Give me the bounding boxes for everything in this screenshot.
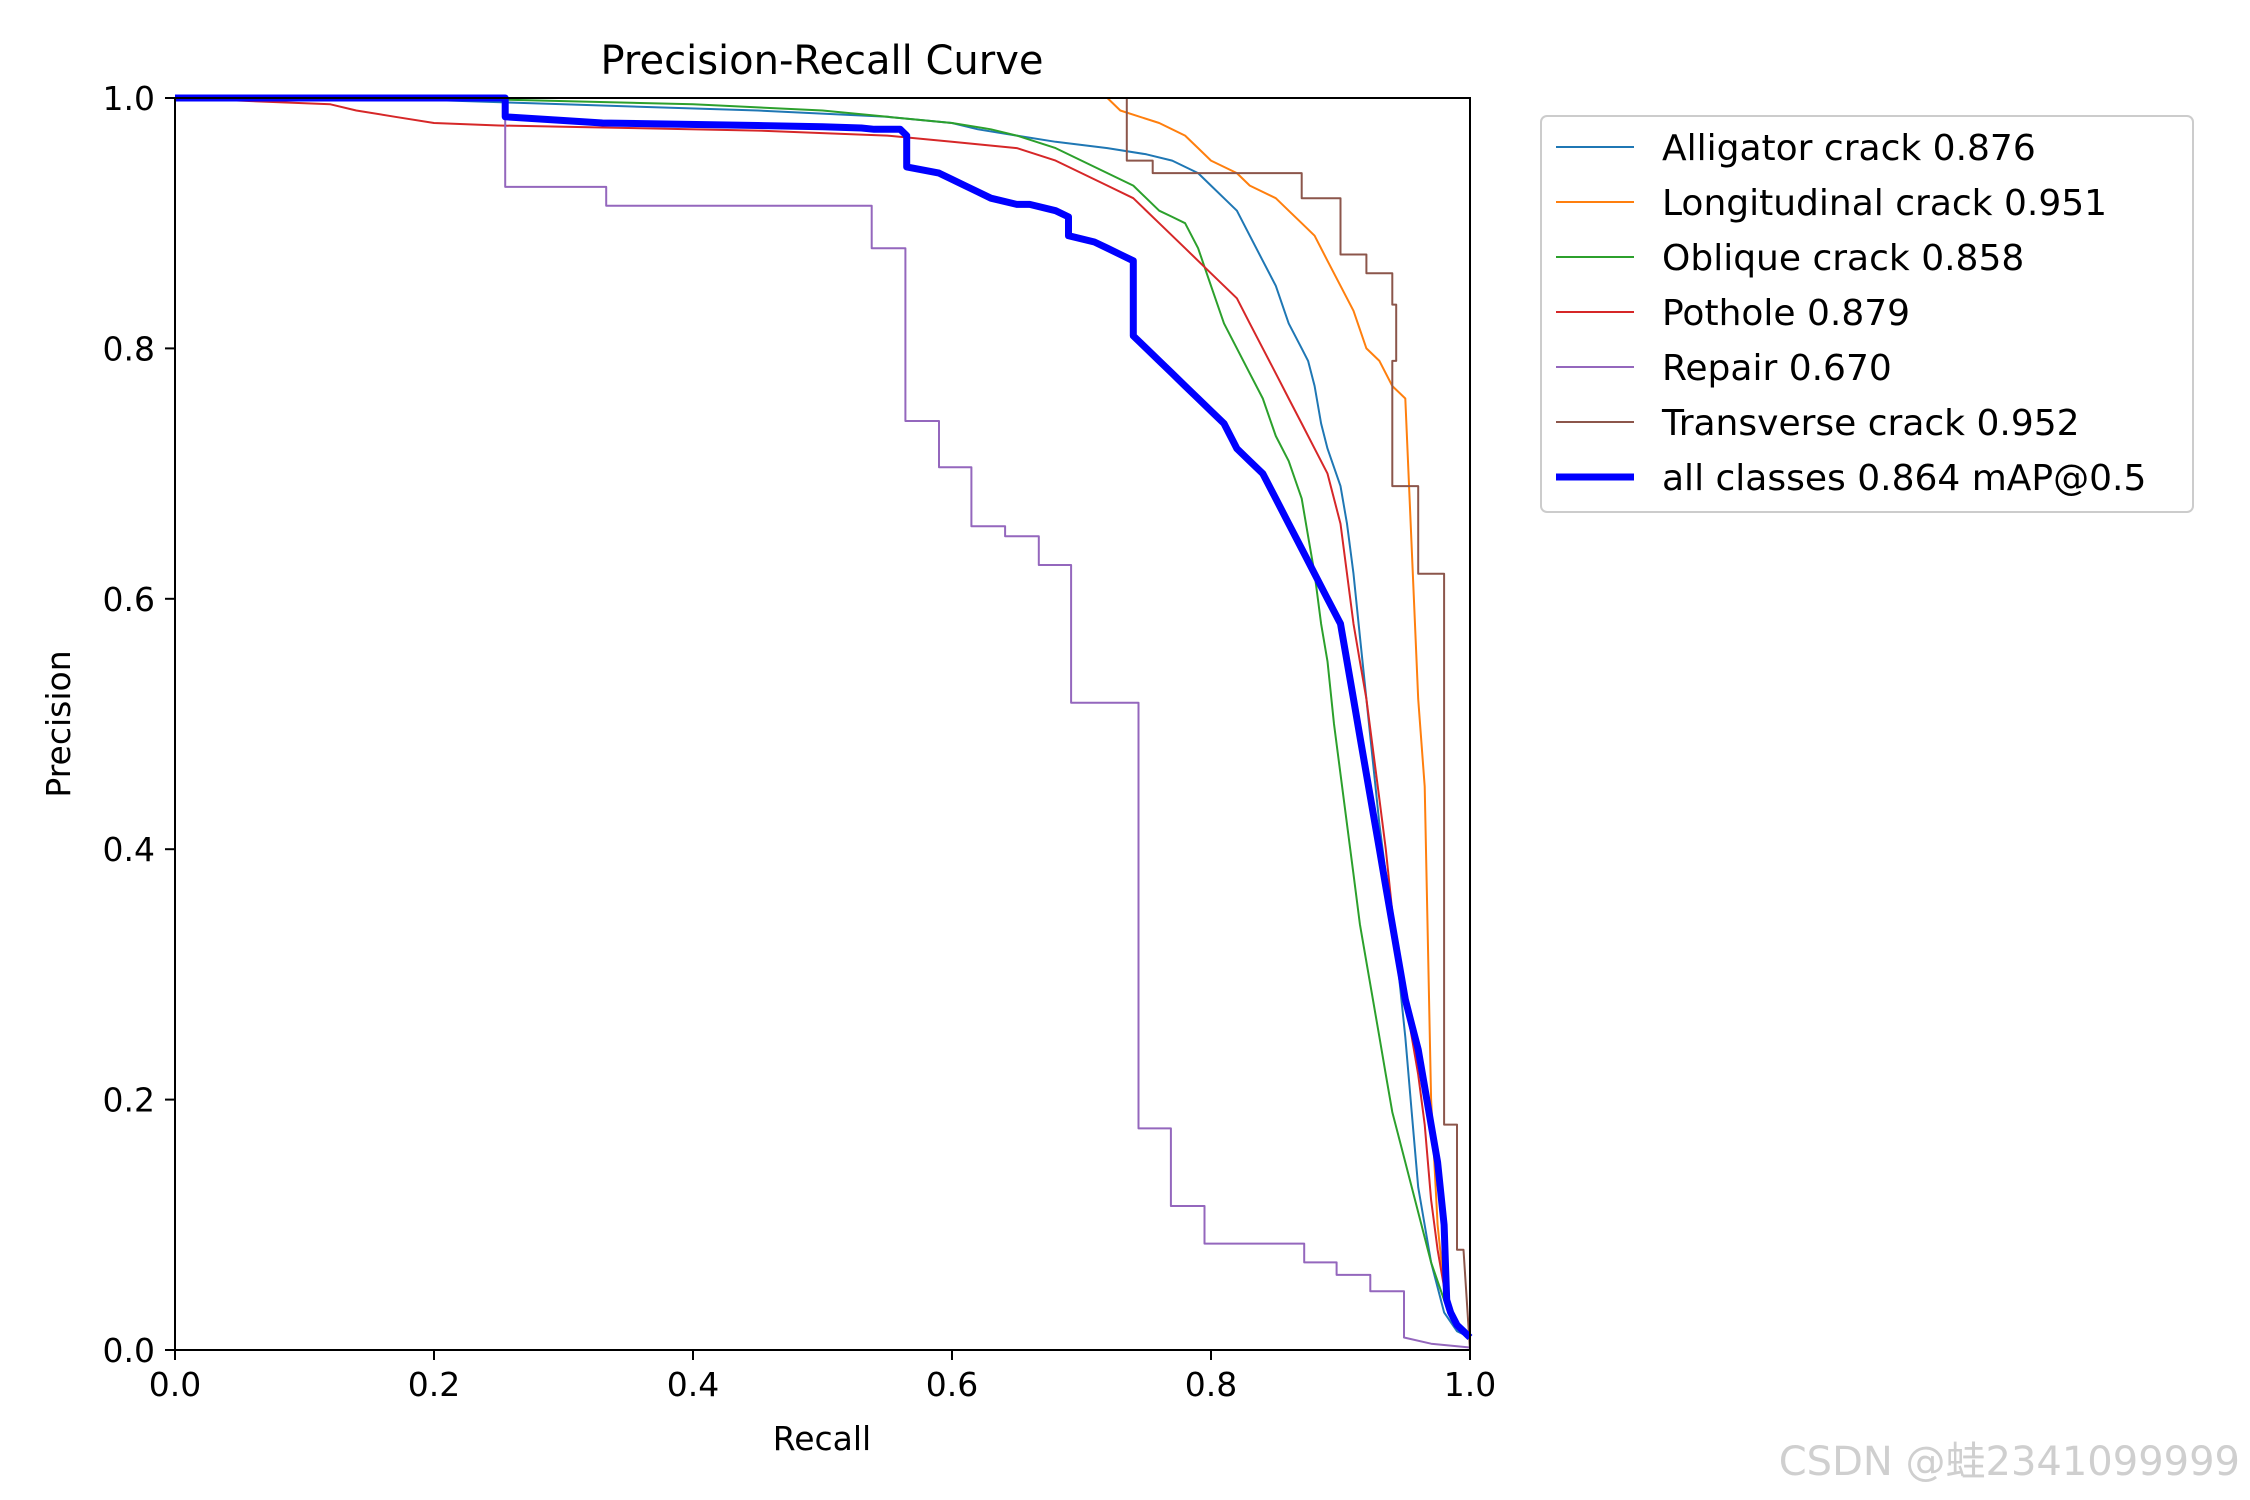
- y-tick-label: 0.6: [103, 580, 155, 619]
- y-tick-label: 1.0: [103, 79, 155, 118]
- y-tick-label: 0.2: [103, 1081, 155, 1120]
- x-axis-ticks: 0.0 0.2 0.4 0.6 0.8 1.0: [149, 1350, 1496, 1404]
- series-line-1: [175, 97, 1471, 1339]
- series-line-5: [175, 97, 1471, 1351]
- legend-label: Transverse crack 0.952: [1661, 403, 2080, 444]
- x-tick-label: 0.0: [149, 1365, 201, 1404]
- y-tick-label: 0.8: [103, 329, 155, 368]
- legend-label: Alligator crack 0.876: [1662, 128, 2036, 169]
- x-axis-label: Recall: [773, 1419, 871, 1458]
- legend-label: Repair 0.670: [1662, 348, 1892, 389]
- x-tick-label: 0.8: [1185, 1365, 1237, 1404]
- legend-label: Longitudinal crack 0.951: [1662, 183, 2107, 224]
- legend: Alligator crack 0.876 Longitudinal crack …: [1540, 115, 2194, 513]
- legend-box: [1540, 115, 2194, 513]
- plot-area: 0.0 0.2 0.4 0.6 0.8 1.0 0.0 0.2 0.4 0.6 0.8 1.0: [103, 79, 1497, 1404]
- y-tick-label: 0.4: [103, 830, 155, 869]
- y-tick-label: 0.0: [103, 1331, 155, 1370]
- x-tick-label: 0.2: [408, 1365, 460, 1404]
- x-tick-label: 0.6: [926, 1365, 978, 1404]
- chart-title: Precision-Recall Curve: [601, 38, 1044, 84]
- watermark: CSDN @蛙2341099999: [1779, 1439, 2240, 1485]
- x-tick-label: 0.4: [667, 1365, 719, 1404]
- y-axis-ticks: 0.0 0.2 0.4 0.6 0.8 1.0: [103, 79, 175, 1370]
- series-line-2: [175, 97, 1471, 1339]
- legend-label: Oblique crack 0.858: [1662, 238, 2024, 279]
- legend-label: all classes 0.864 mAP@0.5: [1662, 458, 2146, 499]
- plot-frame: [174, 97, 1471, 1351]
- x-tick-label: 1.0: [1444, 1365, 1496, 1404]
- y-axis-label: Precision: [39, 650, 78, 797]
- legend-label: Pothole 0.879: [1662, 293, 1910, 334]
- series-line-6: [175, 94, 1473, 1341]
- series-layer: [174, 94, 1473, 1351]
- series-line-4: [175, 97, 1471, 1349]
- legend-items: Alligator crack 0.876 Longitudinal crack …: [1556, 128, 2146, 499]
